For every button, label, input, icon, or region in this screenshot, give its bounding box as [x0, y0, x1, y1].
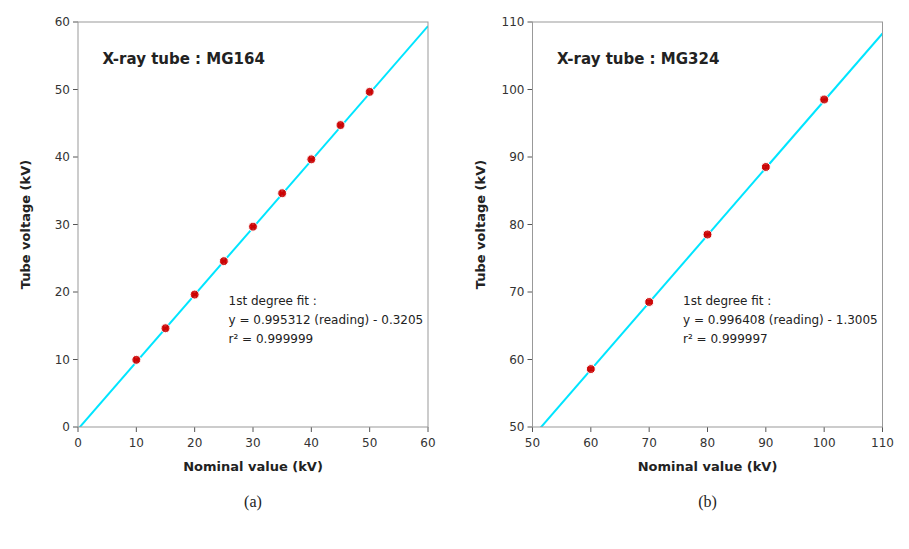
annotation: r² = 0.999999 — [229, 332, 314, 346]
y-tick-label: 0 — [62, 420, 70, 434]
caption: (b) — [698, 493, 717, 511]
plot-background — [78, 22, 428, 427]
plot-frame — [533, 22, 883, 427]
point — [586, 365, 595, 374]
point — [761, 162, 770, 171]
x-tick-label: 60 — [420, 436, 435, 450]
x-tick — [194, 427, 195, 432]
y-tick-label: 30 — [55, 218, 70, 232]
panel: 0 10 20 30 40 50 60 0 10 20 30 40 50 60 X-ray tube : M… — [18, 15, 436, 511]
x-tick — [136, 427, 137, 432]
x-tick-label: 90 — [758, 436, 773, 450]
y-tick — [528, 224, 533, 225]
x-tick-label: 50 — [525, 436, 540, 450]
annotation: y = 0.995312 (reading) - 0.3205 — [229, 313, 424, 327]
x-tick-label: 40 — [304, 436, 319, 450]
x-tick — [765, 427, 766, 432]
x-tick — [428, 427, 429, 432]
x-tick — [532, 427, 533, 432]
x-tick — [369, 427, 370, 432]
fit-line — [533, 33, 883, 427]
x-tick-label: 10 — [129, 436, 144, 450]
x-tick — [78, 427, 79, 432]
x-tick-label: 110 — [871, 436, 894, 450]
point — [190, 290, 199, 299]
y-tick-label: 40 — [55, 150, 70, 164]
annotation: y = 0.996408 (reading) - 1.3005 — [683, 313, 878, 327]
caption: (a) — [244, 493, 262, 511]
annotation: 1st degree fit : — [683, 294, 771, 308]
panel: 50 60 70 80 90 100 110 50 60 70 80 90 100 110 X-ray tu… — [473, 15, 894, 511]
x-tick — [590, 427, 591, 432]
x-tick-label: 80 — [700, 436, 715, 450]
point — [278, 189, 287, 198]
point — [249, 222, 258, 231]
fit-line — [78, 26, 428, 427]
x-tick — [824, 427, 825, 432]
annotation: r² = 0.999997 — [683, 332, 768, 346]
y-tick — [73, 89, 78, 90]
x-tick-label: 70 — [642, 436, 657, 450]
x-tick-label: 20 — [187, 436, 202, 450]
y-tick — [73, 292, 78, 293]
point — [132, 355, 141, 364]
figure: 0 10 20 30 40 50 60 0 10 20 30 40 50 60 X-ray tube : M… — [0, 0, 909, 549]
y-axis-label: Tube voltage (kV) — [18, 160, 33, 289]
title: X-ray tube : MG324 — [557, 50, 719, 68]
point — [336, 121, 345, 130]
x-tick — [707, 427, 708, 432]
point — [219, 257, 228, 266]
point — [161, 324, 170, 333]
x-tick-label: 0 — [74, 436, 82, 450]
x-tick — [311, 427, 312, 432]
y-tick — [73, 157, 78, 158]
x-tick-label: 100 — [813, 436, 836, 450]
y-tick-label: 10 — [55, 353, 70, 367]
y-axis-label: Tube voltage (kV) — [473, 160, 488, 289]
point — [703, 230, 712, 239]
point — [307, 155, 316, 164]
x-tick-label: 50 — [362, 436, 377, 450]
y-tick — [528, 22, 533, 23]
title: X-ray tube : MG164 — [103, 50, 265, 68]
x-tick — [882, 427, 883, 432]
y-tick-label: 60 — [509, 353, 524, 367]
y-tick-label: 50 — [509, 420, 524, 434]
y-tick-label: 80 — [509, 218, 524, 232]
annotation: 1st degree fit : — [229, 294, 317, 308]
x-tick — [253, 427, 254, 432]
x-tick-label: 30 — [245, 436, 260, 450]
y-tick — [73, 22, 78, 23]
y-tick — [528, 359, 533, 360]
y-tick-label: 20 — [55, 285, 70, 299]
y-tick — [528, 157, 533, 158]
x-axis-label: Nominal value (kV) — [638, 459, 778, 474]
plot-data — [533, 33, 883, 427]
x-tick — [649, 427, 650, 432]
point — [645, 297, 654, 306]
y-tick-label: 60 — [55, 15, 70, 29]
point — [365, 87, 374, 96]
y-tick — [528, 427, 533, 428]
y-tick — [73, 359, 78, 360]
y-tick-label: 70 — [509, 285, 524, 299]
y-tick-label: 100 — [502, 83, 525, 97]
plot-data — [78, 26, 428, 427]
plot-background — [533, 22, 883, 427]
y-tick-label: 90 — [509, 150, 524, 164]
plot-frame — [78, 22, 428, 427]
y-tick — [528, 292, 533, 293]
point — [820, 95, 829, 104]
x-tick-label: 60 — [583, 436, 598, 450]
y-tick-label: 50 — [55, 83, 70, 97]
y-tick — [73, 224, 78, 225]
y-tick-label: 110 — [502, 15, 525, 29]
y-tick — [528, 89, 533, 90]
x-axis-label: Nominal value (kV) — [183, 459, 323, 474]
y-tick — [73, 427, 78, 428]
